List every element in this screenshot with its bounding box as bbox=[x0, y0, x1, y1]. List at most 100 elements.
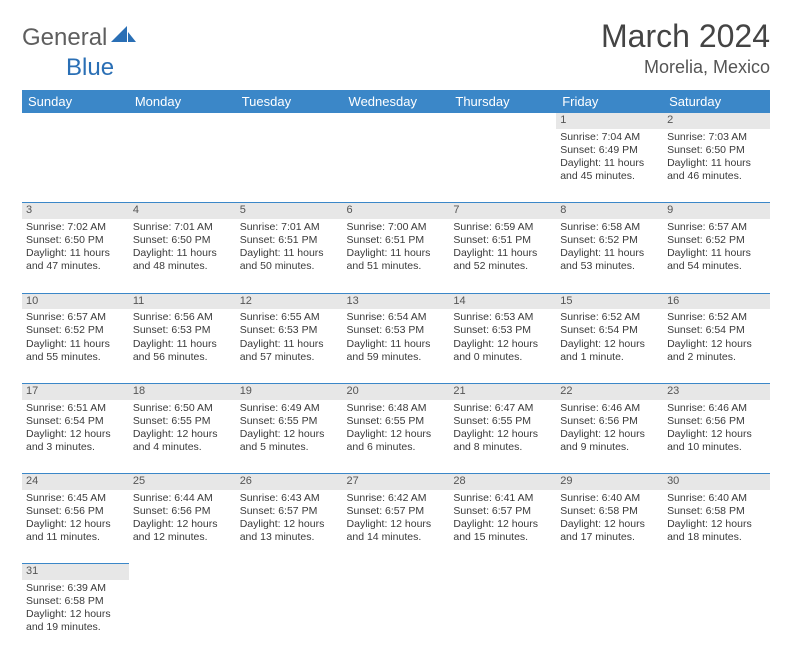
daylight-text-1: Daylight: 12 hours bbox=[453, 518, 552, 531]
sunset-text: Sunset: 6:51 PM bbox=[347, 234, 446, 247]
day-detail-cell bbox=[129, 129, 236, 203]
day-detail-cell bbox=[449, 580, 556, 654]
sunrise-text: Sunrise: 6:52 AM bbox=[560, 311, 659, 324]
sunrise-text: Sunrise: 6:53 AM bbox=[453, 311, 552, 324]
sunrise-text: Sunrise: 6:42 AM bbox=[347, 492, 446, 505]
calendar-table: SundayMondayTuesdayWednesdayThursdayFrid… bbox=[22, 90, 770, 654]
day-number-cell: 2 bbox=[663, 113, 770, 129]
sunset-text: Sunset: 6:57 PM bbox=[347, 505, 446, 518]
sunset-text: Sunset: 6:53 PM bbox=[347, 324, 446, 337]
daylight-text-1: Daylight: 11 hours bbox=[133, 247, 232, 260]
sunset-text: Sunset: 6:53 PM bbox=[240, 324, 339, 337]
day-detail-cell: Sunrise: 6:59 AMSunset: 6:51 PMDaylight:… bbox=[449, 219, 556, 293]
day-number-row: 17181920212223 bbox=[22, 383, 770, 399]
day-detail-cell: Sunrise: 6:44 AMSunset: 6:56 PMDaylight:… bbox=[129, 490, 236, 564]
sunrise-text: Sunrise: 6:50 AM bbox=[133, 402, 232, 415]
day-number-cell bbox=[129, 113, 236, 129]
daylight-text-1: Daylight: 11 hours bbox=[133, 338, 232, 351]
daylight-text-2: and 8 minutes. bbox=[453, 441, 552, 454]
sunset-text: Sunset: 6:53 PM bbox=[453, 324, 552, 337]
day-number-cell: 13 bbox=[343, 293, 450, 309]
sunset-text: Sunset: 6:55 PM bbox=[453, 415, 552, 428]
weekday-header: Sunday bbox=[22, 90, 129, 113]
day-number-cell: 14 bbox=[449, 293, 556, 309]
daylight-text-1: Daylight: 12 hours bbox=[240, 518, 339, 531]
day-detail-cell bbox=[343, 129, 450, 203]
daylight-text-1: Daylight: 12 hours bbox=[667, 518, 766, 531]
sunset-text: Sunset: 6:53 PM bbox=[133, 324, 232, 337]
daylight-text-1: Daylight: 11 hours bbox=[240, 338, 339, 351]
day-detail-cell: Sunrise: 6:46 AMSunset: 6:56 PMDaylight:… bbox=[556, 400, 663, 474]
day-detail-cell: Sunrise: 7:01 AMSunset: 6:50 PMDaylight:… bbox=[129, 219, 236, 293]
day-detail-cell: Sunrise: 6:51 AMSunset: 6:54 PMDaylight:… bbox=[22, 400, 129, 474]
day-detail-row: Sunrise: 6:45 AMSunset: 6:56 PMDaylight:… bbox=[22, 490, 770, 564]
day-number-cell: 11 bbox=[129, 293, 236, 309]
day-number-cell: 25 bbox=[129, 474, 236, 490]
day-detail-row: Sunrise: 7:04 AMSunset: 6:49 PMDaylight:… bbox=[22, 129, 770, 203]
day-detail-cell: Sunrise: 6:49 AMSunset: 6:55 PMDaylight:… bbox=[236, 400, 343, 474]
day-number-cell: 3 bbox=[22, 203, 129, 219]
day-detail-cell: Sunrise: 6:42 AMSunset: 6:57 PMDaylight:… bbox=[343, 490, 450, 564]
sunrise-text: Sunrise: 6:39 AM bbox=[26, 582, 125, 595]
day-number-cell bbox=[663, 564, 770, 580]
day-number-cell: 6 bbox=[343, 203, 450, 219]
sunrise-text: Sunrise: 6:48 AM bbox=[347, 402, 446, 415]
sunset-text: Sunset: 6:55 PM bbox=[347, 415, 446, 428]
logo-sail-icon bbox=[111, 24, 137, 49]
day-number-cell: 19 bbox=[236, 383, 343, 399]
daylight-text-2: and 17 minutes. bbox=[560, 531, 659, 544]
sunrise-text: Sunrise: 6:47 AM bbox=[453, 402, 552, 415]
daylight-text-2: and 48 minutes. bbox=[133, 260, 232, 273]
sunrise-text: Sunrise: 6:40 AM bbox=[667, 492, 766, 505]
day-detail-cell bbox=[236, 129, 343, 203]
day-number-cell: 28 bbox=[449, 474, 556, 490]
day-number-cell bbox=[22, 113, 129, 129]
daylight-text-2: and 2 minutes. bbox=[667, 351, 766, 364]
day-number-cell bbox=[449, 113, 556, 129]
day-detail-cell: Sunrise: 6:41 AMSunset: 6:57 PMDaylight:… bbox=[449, 490, 556, 564]
day-detail-cell bbox=[22, 129, 129, 203]
day-number-row: 3456789 bbox=[22, 203, 770, 219]
day-number-cell: 12 bbox=[236, 293, 343, 309]
day-detail-cell: Sunrise: 6:45 AMSunset: 6:56 PMDaylight:… bbox=[22, 490, 129, 564]
sunrise-text: Sunrise: 6:41 AM bbox=[453, 492, 552, 505]
day-detail-cell: Sunrise: 6:56 AMSunset: 6:53 PMDaylight:… bbox=[129, 309, 236, 383]
sunrise-text: Sunrise: 6:51 AM bbox=[26, 402, 125, 415]
day-detail-cell bbox=[556, 580, 663, 654]
daylight-text-2: and 0 minutes. bbox=[453, 351, 552, 364]
daylight-text-2: and 3 minutes. bbox=[26, 441, 125, 454]
day-detail-cell: Sunrise: 7:01 AMSunset: 6:51 PMDaylight:… bbox=[236, 219, 343, 293]
daylight-text-2: and 51 minutes. bbox=[347, 260, 446, 273]
day-number-cell: 1 bbox=[556, 113, 663, 129]
logo-text-blue: Blue bbox=[66, 54, 792, 82]
day-number-cell: 20 bbox=[343, 383, 450, 399]
daylight-text-2: and 45 minutes. bbox=[560, 170, 659, 183]
daylight-text-2: and 59 minutes. bbox=[347, 351, 446, 364]
daylight-text-1: Daylight: 12 hours bbox=[453, 428, 552, 441]
daylight-text-2: and 57 minutes. bbox=[240, 351, 339, 364]
day-number-row: 12 bbox=[22, 113, 770, 129]
sunrise-text: Sunrise: 6:58 AM bbox=[560, 221, 659, 234]
sunset-text: Sunset: 6:50 PM bbox=[133, 234, 232, 247]
day-number-cell bbox=[236, 564, 343, 580]
sunrise-text: Sunrise: 6:46 AM bbox=[667, 402, 766, 415]
daylight-text-2: and 14 minutes. bbox=[347, 531, 446, 544]
day-number-cell: 23 bbox=[663, 383, 770, 399]
sunrise-text: Sunrise: 7:04 AM bbox=[560, 131, 659, 144]
day-number-cell bbox=[129, 564, 236, 580]
daylight-text-1: Daylight: 12 hours bbox=[240, 428, 339, 441]
day-detail-cell: Sunrise: 6:40 AMSunset: 6:58 PMDaylight:… bbox=[663, 490, 770, 564]
daylight-text-2: and 19 minutes. bbox=[26, 621, 125, 634]
daylight-text-2: and 52 minutes. bbox=[453, 260, 552, 273]
daylight-text-2: and 9 minutes. bbox=[560, 441, 659, 454]
day-detail-cell: Sunrise: 6:53 AMSunset: 6:53 PMDaylight:… bbox=[449, 309, 556, 383]
day-number-cell: 8 bbox=[556, 203, 663, 219]
day-detail-row: Sunrise: 6:57 AMSunset: 6:52 PMDaylight:… bbox=[22, 309, 770, 383]
sunrise-text: Sunrise: 7:01 AM bbox=[133, 221, 232, 234]
daylight-text-2: and 12 minutes. bbox=[133, 531, 232, 544]
sunrise-text: Sunrise: 6:52 AM bbox=[667, 311, 766, 324]
sunrise-text: Sunrise: 6:59 AM bbox=[453, 221, 552, 234]
day-number-cell: 30 bbox=[663, 474, 770, 490]
daylight-text-1: Daylight: 12 hours bbox=[560, 518, 659, 531]
logo: General bbox=[22, 24, 139, 52]
